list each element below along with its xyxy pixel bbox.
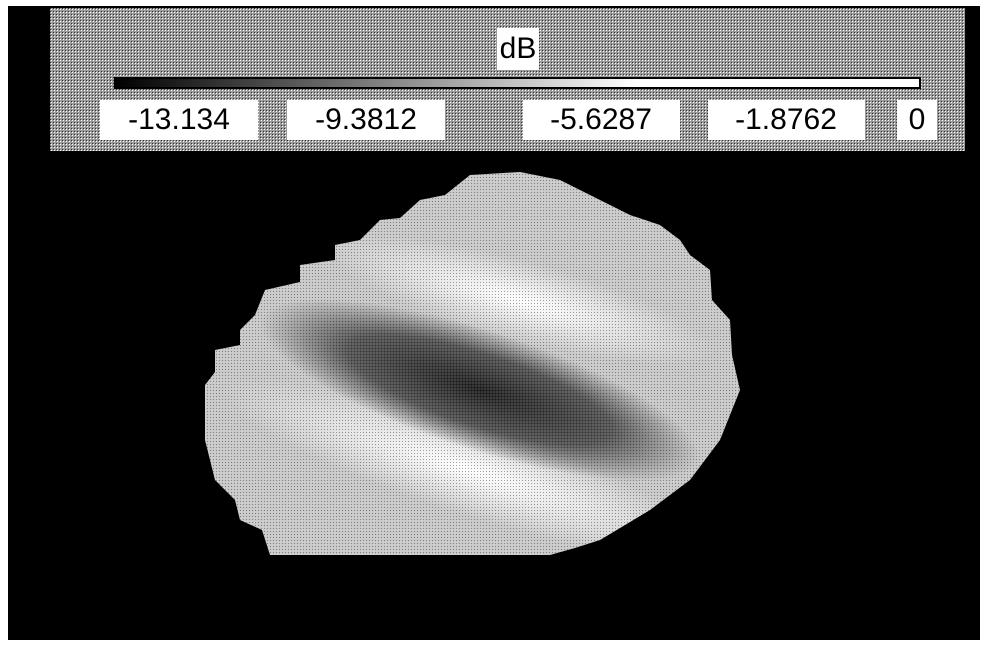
- tick-label-box: [523, 100, 680, 140]
- colorbar-tick-label: -5.6287: [550, 103, 652, 136]
- tick-label-box: [708, 100, 865, 140]
- colorbar-tick-label: -9.3812: [315, 103, 417, 136]
- colorbar-tick-label: -1.8762: [735, 103, 837, 136]
- colorbar-title: dB: [500, 32, 537, 65]
- colorbar-tick-label: -13.134: [128, 103, 230, 136]
- colorbar-tick-label: 0: [909, 103, 926, 136]
- colorbar: [114, 77, 921, 89]
- tick-label-box: [287, 100, 445, 140]
- tick-label-box: [897, 100, 937, 140]
- colorbar-title-box: [497, 28, 539, 70]
- tick-label-box: [100, 100, 258, 140]
